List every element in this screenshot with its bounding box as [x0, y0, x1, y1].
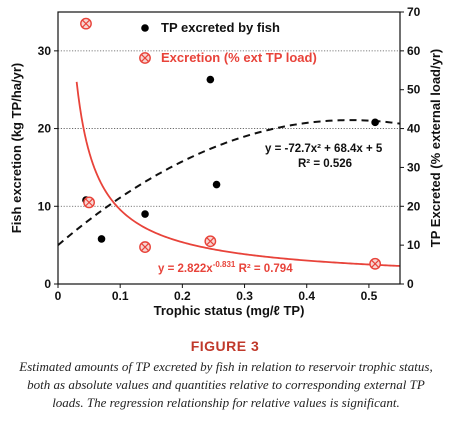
y-right-tick-label: 30: [407, 160, 421, 174]
y-left-axis-label: Fish excretion (kg TP/ha/yr): [9, 63, 24, 234]
axes: 0 0.1 0.2 0.3 0.4 0.5 0 10 20 30 0 10 20 30 40 50 60 70 Tr…: [9, 5, 443, 318]
fit-curves: [58, 81, 400, 267]
fit-annotations: y = -72.7x² + 68.4x + 5 R² = 0.526 y = 2.8…: [158, 143, 383, 275]
excretion-percent-point: [83, 196, 95, 209]
y-right-tick-label: 40: [407, 122, 421, 136]
legend: TP excreted by fish Excretion (% ext TP l…: [139, 20, 317, 65]
data-points: [80, 17, 382, 270]
x-tick-label: 0: [55, 289, 62, 303]
y-right-tick-label: 0: [407, 277, 414, 291]
x-tick-label: 0.5: [361, 289, 378, 303]
x-axis-label: Trophic status (mg/ℓ TP): [154, 303, 305, 318]
excretion-percent-point: [369, 257, 382, 270]
chart: 0 0.1 0.2 0.3 0.4 0.5 0 10 20 30 0 10 20 30 40 50 60 70 Tr…: [9, 5, 443, 318]
x-tick-label: 0.3: [236, 289, 253, 303]
power-fit-curve: [75, 81, 400, 267]
legend-label-fish-tp: TP excreted by fish: [161, 20, 280, 35]
y-right-tick-label: 70: [407, 5, 421, 19]
x-tick-label: 0.2: [174, 289, 191, 303]
polynomial-r2: R² = 0.526: [298, 158, 352, 170]
figure-label: FIGURE 3: [190, 338, 260, 354]
y-left-tick-label: 20: [38, 122, 52, 136]
x-tick-label: 0.4: [298, 289, 315, 303]
y-right-tick-label: 10: [407, 238, 421, 252]
legend-marker-excretion: [139, 52, 151, 64]
fish-tp-point: [371, 118, 379, 127]
y-right-tick-label: 50: [407, 83, 421, 97]
y-right-tick-label: 60: [407, 44, 421, 58]
excretion-percent-point: [139, 241, 151, 253]
power-equation: y = 2.822x-0.831 R² = 0.794: [158, 260, 293, 275]
legend-label-excretion: Excretion (% ext TP load): [161, 50, 317, 65]
fish-tp-point: [97, 235, 106, 243]
legend-marker-fish-tp: [141, 24, 149, 32]
y-left-tick-label: 30: [38, 44, 52, 58]
y-right-tick-label: 20: [407, 199, 421, 213]
fish-tp-point: [206, 75, 215, 84]
polynomial-fit-curve: [58, 119, 400, 246]
plot-frame: [57, 11, 401, 285]
fish-tp-point: [141, 210, 149, 218]
fish-tp-point: [212, 180, 221, 189]
y-right-axis-label: TP Excreted (% external load/yr): [428, 49, 443, 247]
y-left-tick-label: 10: [38, 199, 52, 213]
excretion-percent-point: [204, 235, 217, 248]
y-left-tick-label: 0: [44, 277, 51, 291]
excretion-percent-point: [80, 17, 92, 30]
gridlines: [58, 50, 400, 207]
polynomial-equation: y = -72.7x² + 68.4x + 5: [265, 143, 383, 155]
figure-caption: Estimated amounts of TP excreted by fish…: [19, 359, 433, 410]
x-tick-label: 0.1: [112, 289, 129, 303]
